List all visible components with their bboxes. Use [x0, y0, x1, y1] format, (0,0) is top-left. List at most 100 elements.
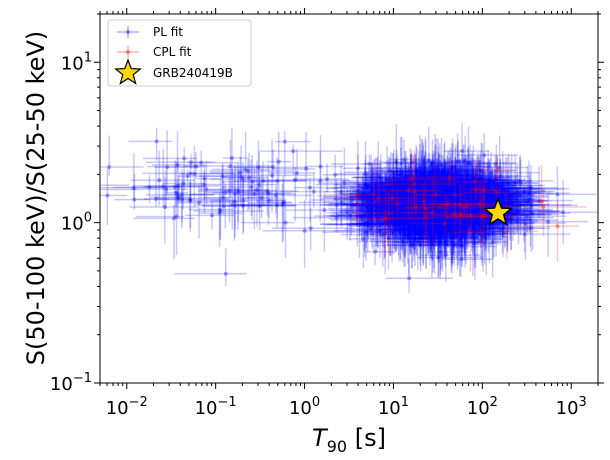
pl-fit-point [344, 211, 439, 256]
pl-fit-point [189, 164, 285, 230]
pl-fit-point [403, 173, 440, 212]
pl-fit-point [412, 197, 465, 243]
pl-fit-point [399, 172, 467, 244]
pl-fit-point [365, 174, 442, 234]
pl-fit-point [441, 176, 475, 217]
pl-fit-point [405, 165, 498, 205]
pl-fit-point [404, 160, 483, 233]
pl-fit-point [262, 167, 307, 222]
pl-fit-point [146, 153, 215, 170]
pl-fit-point [399, 170, 431, 218]
pl-fit-point [388, 208, 416, 238]
pl-fit-point [384, 170, 432, 224]
pl-fit-point [401, 184, 471, 229]
pl-fit-point [400, 196, 452, 232]
pl-fit-point [414, 194, 450, 253]
pl-fit-point [415, 188, 462, 256]
pl-fit-point [164, 161, 188, 208]
pl-fit-point [414, 167, 469, 226]
pl-fit-point [313, 197, 380, 247]
pl-fit-point [502, 196, 571, 247]
pl-fit-point [349, 162, 419, 218]
pl-fit-point [373, 181, 457, 232]
pl-fit-point [464, 184, 528, 220]
pl-fit-point [382, 198, 438, 236]
pl-fit-point [394, 203, 436, 248]
pl-fit-point [374, 199, 414, 259]
pl-fit-point [387, 166, 456, 219]
pl-fit-point [438, 181, 470, 222]
pl-fit-point [412, 203, 465, 243]
pl-fit-point [459, 187, 481, 234]
pl-fit-point [378, 212, 435, 276]
pl-fit-point [395, 163, 444, 198]
pl-fit-point [435, 171, 482, 248]
pl-fit-point [415, 168, 461, 208]
pl-fit-point [363, 191, 414, 212]
pl-fit-point [445, 202, 504, 258]
pl-fit-point [418, 193, 454, 220]
pl-fit-point [358, 171, 434, 233]
pl-fit-point [400, 190, 434, 237]
pl-fit-point [394, 174, 458, 227]
pl-fit-point [198, 193, 243, 248]
pl-fit-point [332, 182, 375, 224]
pl-fit-point [348, 225, 379, 268]
pl-fit-point [407, 181, 453, 228]
pl-fit-point [226, 187, 265, 238]
pl-fit-point [304, 135, 343, 202]
pl-fit-point [443, 170, 520, 213]
pl-fit-point [233, 149, 308, 180]
pl-fit-point [422, 165, 494, 198]
pl-fit-point [464, 163, 517, 226]
pl-fit-point [366, 173, 449, 218]
pl-fit-point [435, 187, 496, 222]
pl-fit-point [401, 185, 442, 234]
pl-fit-point [154, 130, 200, 195]
pl-fit-point [361, 201, 424, 244]
pl-fit-point [100, 135, 144, 176]
pl-fit-point [440, 147, 476, 187]
pl-fit-point [398, 183, 463, 230]
pl-fit-point [381, 162, 441, 223]
pl-fit-point [391, 167, 479, 210]
pl-fit-point [356, 182, 422, 215]
pl-fit-point [233, 157, 306, 219]
pl-fit-point [383, 172, 475, 232]
pl-fit-point [128, 127, 173, 161]
pl-fit-point [221, 154, 275, 221]
pl-fit-point [394, 165, 474, 234]
pl-fit-point [449, 208, 487, 280]
pl-fit-point [454, 176, 506, 235]
pl-fit-point [357, 168, 379, 194]
pl-fit-point [400, 187, 468, 251]
pl-fit-point [370, 173, 435, 237]
pl-fit-point [433, 193, 485, 229]
pl-fit-point [380, 180, 467, 223]
pl-fit-point [146, 152, 205, 180]
pl-fit-point [487, 189, 530, 225]
pl-fit-point [185, 201, 235, 230]
pl-fit-point [333, 222, 429, 258]
pl-fit-point [401, 174, 472, 233]
pl-fit-point [463, 181, 501, 208]
pl-fit-point [396, 179, 437, 215]
pl-fit-point [142, 147, 198, 191]
pl-fit-point [457, 198, 521, 226]
pl-fit-point [399, 201, 458, 256]
pl-fit-point [394, 190, 486, 232]
pl-fit-point [382, 172, 453, 203]
pl-fit-point [411, 180, 474, 237]
pl-fit-point [385, 184, 462, 232]
pl-fit-point [417, 161, 518, 196]
pl-fit-point [100, 188, 137, 191]
pl-fit-point [133, 157, 220, 199]
pl-fit-point [178, 169, 229, 183]
pl-fit-point [329, 193, 391, 253]
pl-fit-point [530, 192, 588, 257]
pl-fit-point [426, 202, 479, 256]
pl-fit-point [221, 159, 263, 216]
pl-fit-point [473, 142, 526, 219]
pl-fit-point [512, 179, 538, 230]
pl-fit-point [391, 193, 442, 233]
